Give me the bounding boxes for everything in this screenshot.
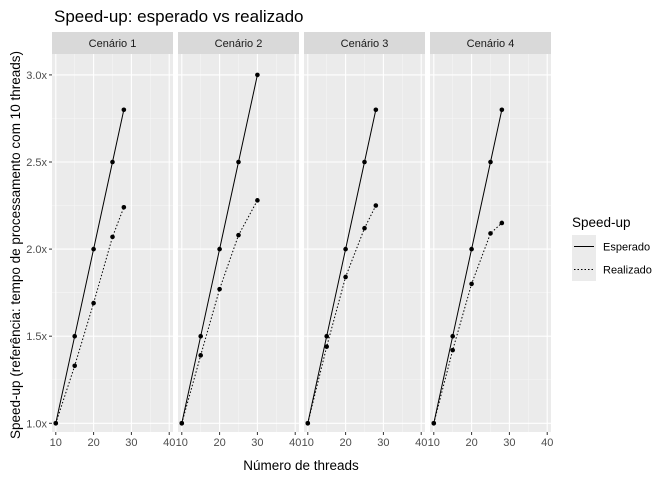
data-point-realizado bbox=[343, 274, 348, 280]
y-axis-title: Speed-up (referência: tempo de processam… bbox=[8, 51, 23, 439]
y-tick-label: 1.0x bbox=[26, 418, 47, 430]
data-point-realizado bbox=[110, 234, 115, 240]
data-point-realizado bbox=[362, 225, 367, 231]
x-tick-label: 30 bbox=[251, 437, 263, 449]
x-tick-label: 20 bbox=[213, 437, 225, 449]
data-point-realizado bbox=[450, 347, 455, 353]
data-point-realizado bbox=[431, 420, 437, 426]
data-point-esperado bbox=[255, 72, 260, 78]
data-point-esperado bbox=[198, 333, 203, 339]
data-point-realizado bbox=[469, 281, 474, 287]
y-tick-label: 3.0x bbox=[26, 70, 47, 82]
data-point-realizado bbox=[499, 220, 505, 226]
data-point-esperado bbox=[91, 246, 96, 252]
data-point-esperado bbox=[110, 159, 115, 165]
facet-strip-label: Cenário 4 bbox=[467, 38, 515, 50]
data-point-realizado bbox=[373, 203, 379, 208]
x-tick-label: 10 bbox=[428, 437, 440, 449]
x-tick-label: 40 bbox=[289, 437, 301, 449]
x-tick-label: 40 bbox=[163, 437, 175, 449]
data-point-esperado bbox=[373, 107, 379, 113]
x-tick-label: 10 bbox=[50, 437, 62, 449]
facet-strip-label: Cenário 1 bbox=[89, 38, 137, 50]
facet-panels: Cenário 110 20 30 401.0x1.5x2.0x2.5x3.0xCen… bbox=[26, 32, 553, 449]
facet-strip-label: Cenário 3 bbox=[341, 38, 389, 50]
x-tick-label: 30 bbox=[125, 437, 137, 449]
facet-strip bbox=[52, 32, 173, 54]
x-tick-label: 30 bbox=[503, 437, 515, 449]
legend: Speed-up Esperado Realizado bbox=[572, 215, 652, 281]
data-point-esperado bbox=[499, 107, 505, 113]
data-point-esperado bbox=[324, 333, 329, 339]
x-tick-label: 40 bbox=[541, 437, 553, 449]
data-point-esperado bbox=[72, 333, 77, 339]
y-tick-label: 2.5x bbox=[26, 157, 47, 169]
x-tick-label: 10 bbox=[176, 437, 188, 449]
x-tick-label: 30 bbox=[377, 437, 389, 449]
data-point-realizado bbox=[236, 232, 241, 238]
y-axis-title-group: Speed-up (referência: tempo de processam… bbox=[8, 51, 23, 439]
data-point-esperado bbox=[217, 246, 222, 252]
x-tick-label: 20 bbox=[87, 437, 99, 449]
x-tick-label: 20 bbox=[465, 437, 477, 449]
data-point-realizado bbox=[198, 353, 203, 358]
data-point-realizado bbox=[255, 198, 260, 203]
data-point-realizado bbox=[324, 344, 329, 349]
y-tick-label: 2.0x bbox=[26, 244, 47, 256]
data-point-esperado bbox=[362, 159, 367, 165]
facet-strip bbox=[430, 32, 551, 54]
data-point-esperado bbox=[121, 107, 127, 113]
facet-panel-2: Cenário 2 10 20 30 40 bbox=[176, 32, 301, 449]
data-point-esperado bbox=[236, 159, 241, 165]
data-point-realizado bbox=[121, 204, 127, 210]
data-point-realizado bbox=[305, 420, 311, 426]
data-point-realizado bbox=[179, 420, 185, 426]
legend-label-realizado: Realizado bbox=[603, 265, 652, 277]
y-tick-label: 1.5x bbox=[26, 331, 47, 343]
facet-strip bbox=[178, 32, 299, 54]
data-point-realizado bbox=[53, 420, 59, 426]
data-point-esperado bbox=[469, 246, 474, 252]
x-tick-label: 10 bbox=[302, 437, 314, 449]
legend-label-esperado: Esperado bbox=[603, 242, 650, 254]
facet-strip-label: Cenário 2 bbox=[215, 38, 263, 50]
chart-title: Speed-up: esperado vs realizado bbox=[54, 7, 304, 26]
data-point-realizado bbox=[217, 286, 222, 292]
legend-key-realizado bbox=[572, 258, 596, 281]
data-point-realizado bbox=[488, 231, 493, 236]
data-point-realizado bbox=[91, 300, 96, 306]
facet-strip bbox=[304, 32, 425, 54]
data-point-esperado bbox=[450, 333, 455, 339]
x-tick-label: 20 bbox=[339, 437, 351, 449]
x-tick-label: 40 bbox=[415, 437, 427, 449]
facet-panel-4: Cenário 4 10 20 30 40 bbox=[428, 32, 553, 449]
facet-panel-3: Cenário 3 10 20 30 40 bbox=[302, 32, 427, 449]
data-point-realizado bbox=[72, 363, 77, 369]
x-axis-title-group: Número de threads bbox=[243, 458, 359, 473]
legend-title: Speed-up bbox=[572, 215, 631, 230]
x-axis-title: Número de threads bbox=[243, 458, 359, 473]
facet-panel-1: Cenário 1 10 20 30 40 1.0x 1.5x 2.0x 2.5x 3.0x bbox=[26, 32, 175, 449]
data-point-esperado bbox=[343, 246, 348, 252]
data-point-esperado bbox=[488, 159, 493, 165]
